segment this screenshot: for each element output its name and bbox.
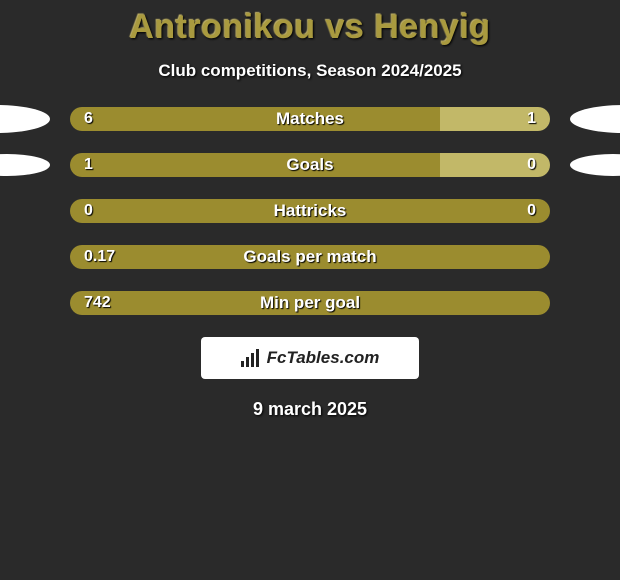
bar-left-seg: [70, 245, 550, 269]
bar-mpg: 742 Min per goal: [70, 291, 550, 315]
brand-text: FcTables.com: [267, 348, 380, 368]
player-left-oval: [0, 154, 50, 176]
brand-badge[interactable]: FcTables.com: [201, 337, 419, 379]
bar-hattricks: 0 0 Hattricks: [70, 199, 550, 223]
value-left: 1: [84, 153, 93, 177]
page-title: Antronikou vs Henyig: [0, 8, 620, 47]
stat-row: 1 0 Goals: [70, 153, 550, 177]
comparison-card: Antronikou vs Henyig Club competitions, …: [0, 0, 620, 420]
bar-goals: 1 0 Goals: [70, 153, 550, 177]
value-right: 1: [527, 107, 536, 131]
player-right-oval: [570, 105, 620, 133]
stat-row: 0 0 Hattricks: [70, 199, 550, 223]
bar-gpm: 0.17 Goals per match: [70, 245, 550, 269]
stat-row: 742 Min per goal: [70, 291, 550, 315]
stat-row: 6 1 Matches: [70, 107, 550, 131]
bar-matches: 6 1 Matches: [70, 107, 550, 131]
bar-left-seg: [70, 107, 440, 131]
bar-left-seg: [70, 291, 550, 315]
brand-inner: FcTables.com: [241, 348, 380, 368]
value-left: 0.17: [84, 245, 115, 269]
value-left: 0: [84, 199, 93, 223]
date-label: 9 march 2025: [0, 399, 620, 420]
player-left-oval: [0, 105, 50, 133]
value-right: 0: [527, 153, 536, 177]
value-left: 6: [84, 107, 93, 131]
subtitle: Club competitions, Season 2024/2025: [0, 61, 620, 81]
player-right-oval: [570, 154, 620, 176]
bar-left-seg: [70, 153, 440, 177]
value-left: 742: [84, 291, 111, 315]
stats-area: 6 1 Matches 1 0 Goals 0 0 Hat: [70, 107, 550, 315]
value-right: 0: [527, 199, 536, 223]
bar-left-seg: [70, 199, 550, 223]
bar-chart-icon: [241, 349, 263, 367]
stat-row: 0.17 Goals per match: [70, 245, 550, 269]
